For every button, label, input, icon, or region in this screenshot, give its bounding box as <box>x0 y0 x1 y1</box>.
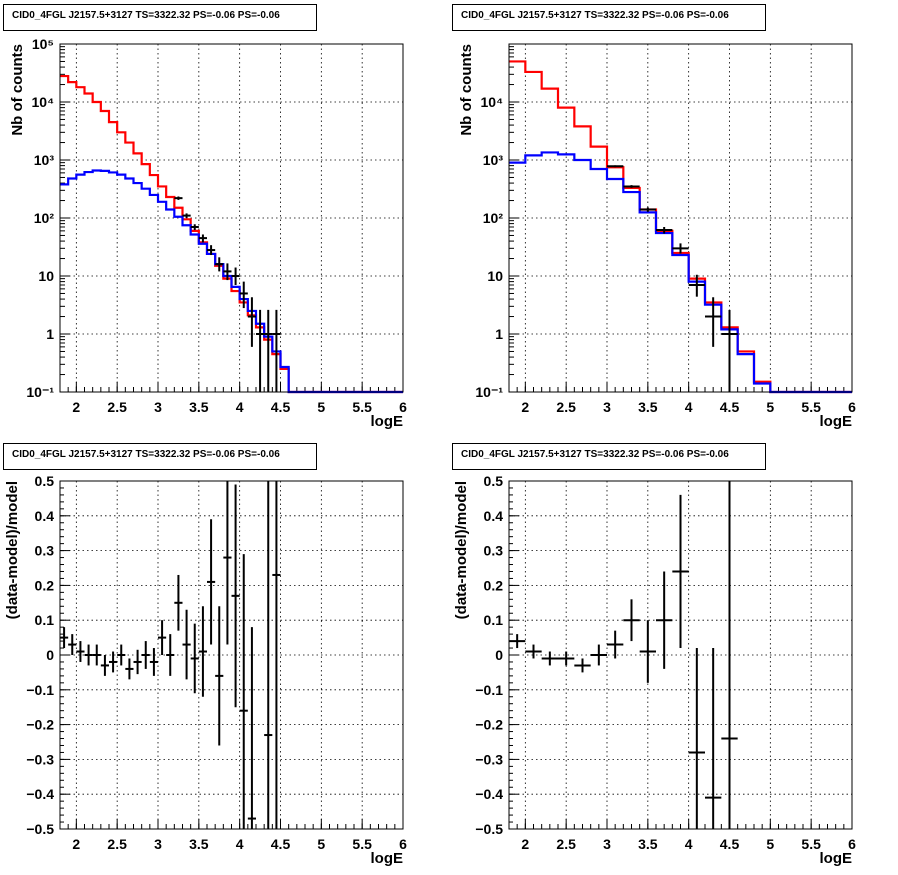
x-tick-label: 4.5 <box>720 399 740 415</box>
y-tick-label: 10² <box>483 210 504 226</box>
x-tick-label: 5.5 <box>352 836 372 852</box>
chart-residuals-fine: 2 2.5 3 3.5 4 4.5 5 5.5 6 −0.5 −0.4 −0.3 −0.2 −0.1 0 0.… <box>4 473 407 867</box>
x-tick-label: 3.5 <box>638 399 658 415</box>
y-tick-label: −0.1 <box>475 682 503 698</box>
y-tick-label: −0.2 <box>475 717 503 733</box>
x-tick-label: 3 <box>603 836 611 852</box>
x-tick-label: 4 <box>236 399 244 415</box>
y-tick-label: 0.4 <box>35 508 55 524</box>
series-step-line <box>509 60 852 394</box>
x-tick-label: 3 <box>154 399 162 415</box>
x-tick-label: 5 <box>317 836 325 852</box>
x-tick-label: 3.5 <box>638 836 658 852</box>
x-tick-label: 4 <box>685 399 693 415</box>
x-tick-label: 6 <box>399 399 407 415</box>
x-axis-title: logE <box>820 850 853 867</box>
y-tick-label: 10⁻¹ <box>475 384 503 400</box>
x-tick-label: 3.5 <box>189 836 209 852</box>
y-tick-label: 0.5 <box>484 473 504 489</box>
y-tick-label: 0 <box>495 647 503 663</box>
x-tick-label: 4.5 <box>271 399 291 415</box>
y-tick-label: −0.5 <box>26 821 54 837</box>
y-tick-label: 10⁵ <box>32 36 54 52</box>
x-axis-title: logE <box>371 850 404 867</box>
x-tick-label: 2 <box>72 836 80 852</box>
x-tick-label: 5 <box>317 399 325 415</box>
x-tick-label: 2.5 <box>556 399 576 415</box>
x-tick-label: 4.5 <box>271 836 291 852</box>
y-tick-label: 0.3 <box>484 543 504 559</box>
chart-counts-coarse: 2 2.5 3 3.5 4 4.5 5 5.5 6 10⁻¹ 1 10 10² 10³ 10⁴ logE Nb … <box>458 43 856 430</box>
x-tick-label: 3 <box>154 836 162 852</box>
x-tick-label: 5.5 <box>801 399 821 415</box>
series-step-line <box>509 151 852 394</box>
y-tick-label: 10 <box>38 268 54 284</box>
chart-counts-fine: 2 2.5 3 3.5 4 4.5 5 5.5 6 10⁻¹ 1 10 10² 10³ 10⁴ 10⁵ logE… <box>9 36 407 430</box>
plot-frame <box>508 43 853 393</box>
x-tick-label: 5.5 <box>352 399 372 415</box>
y-tick-label: 1 <box>495 326 503 342</box>
x-tick-label: 5 <box>766 836 774 852</box>
series-step-line <box>60 169 403 394</box>
y-tick-label: 0.1 <box>484 612 504 628</box>
pad-title: CID0_4FGL J2157.5+3127 TS=3322.32 PS=-0.… <box>452 4 766 31</box>
x-tick-label: 6 <box>848 399 856 415</box>
y-tick-label: −0.3 <box>475 751 503 767</box>
chart-residuals-coarse: 2 2.5 3 3.5 4 4.5 5 5.5 6 −0.5 −0.4 −0.3 −0.2 −0.1 0 0.… <box>453 473 856 867</box>
x-tick-label: 5.5 <box>801 836 821 852</box>
y-tick-label: −0.2 <box>26 717 54 733</box>
y-tick-label: −0.5 <box>475 821 503 837</box>
x-tick-label: 6 <box>848 836 856 852</box>
y-tick-label: −0.4 <box>475 786 503 802</box>
y-tick-label: 0 <box>46 647 54 663</box>
pad-title: CID0_4FGL J2157.5+3127 TS=3322.32 PS=-0.… <box>3 443 317 470</box>
x-tick-label: 3.5 <box>189 399 209 415</box>
x-tick-label: 4 <box>236 836 244 852</box>
plot-frame <box>59 43 404 393</box>
y-axis-title: (data-model)/model <box>4 481 21 619</box>
x-axis-title: logE <box>820 413 853 430</box>
x-tick-label: 3 <box>603 399 611 415</box>
x-tick-label: 2.5 <box>556 836 576 852</box>
pad-residuals-fine: CID0_4FGL J2157.5+3127 TS=3322.32 PS=-0.… <box>0 437 449 874</box>
y-tick-label: 0.3 <box>35 543 55 559</box>
y-tick-label: −0.1 <box>26 682 54 698</box>
x-tick-label: 2.5 <box>107 399 127 415</box>
y-axis-title: Nb of counts <box>458 44 475 136</box>
y-tick-label: −0.3 <box>26 751 54 767</box>
y-tick-label: 0.2 <box>35 577 55 593</box>
plot-frame <box>508 480 853 830</box>
y-tick-label: 10⁴ <box>32 94 55 110</box>
y-tick-label: 0.2 <box>484 577 504 593</box>
y-tick-label: −0.4 <box>26 786 54 802</box>
x-tick-label: 2.5 <box>107 836 127 852</box>
y-tick-label: 10² <box>34 210 55 226</box>
x-tick-label: 4 <box>685 836 693 852</box>
y-tick-label: 10 <box>487 268 503 284</box>
x-tick-label: 4.5 <box>720 836 740 852</box>
pad-counts-fine: CID0_4FGL J2157.5+3127 TS=3322.32 PS=-0.… <box>0 0 449 437</box>
y-tick-label: 10³ <box>483 152 504 168</box>
x-tick-label: 2 <box>521 399 529 415</box>
plot-frame <box>59 480 404 830</box>
y-tick-label: 10⁻¹ <box>26 384 54 400</box>
series-step-line <box>60 74 403 394</box>
y-axis-title: Nb of counts <box>9 44 26 136</box>
y-tick-label: 0.5 <box>35 473 55 489</box>
x-tick-label: 2 <box>72 399 80 415</box>
y-tick-label: 10³ <box>34 152 55 168</box>
y-axis-title: (data-model)/model <box>453 481 470 619</box>
y-tick-label: 0.1 <box>35 612 55 628</box>
pad-title: CID0_4FGL J2157.5+3127 TS=3322.32 PS=-0.… <box>3 4 317 31</box>
y-tick-label: 1 <box>46 326 54 342</box>
pad-title: CID0_4FGL J2157.5+3127 TS=3322.32 PS=-0.… <box>452 443 766 470</box>
pad-residuals-coarse: CID0_4FGL J2157.5+3127 TS=3322.32 PS=-0.… <box>449 437 898 874</box>
y-tick-label: 0.4 <box>484 508 504 524</box>
x-tick-label: 5 <box>766 399 774 415</box>
pad-counts-coarse: CID0_4FGL J2157.5+3127 TS=3322.32 PS=-0.… <box>449 0 898 437</box>
x-axis-title: logE <box>371 413 404 430</box>
y-tick-label: 10⁴ <box>481 94 504 110</box>
x-tick-label: 2 <box>521 836 529 852</box>
x-tick-label: 6 <box>399 836 407 852</box>
